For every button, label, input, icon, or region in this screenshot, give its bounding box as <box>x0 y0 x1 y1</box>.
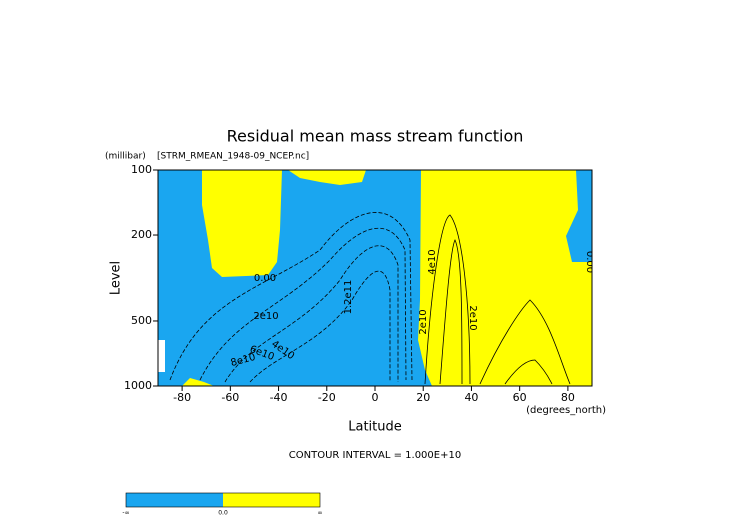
y-tick-label: 100 <box>131 163 152 176</box>
contour-label: 4e10 <box>427 249 438 274</box>
colorbar-label: 0.0 <box>218 510 228 517</box>
subtitle: [STRM_RMEAN_1948-09_NCEP.nc] <box>157 152 309 162</box>
y-units: (millibar) <box>105 152 146 162</box>
x-tick-label: 40 <box>464 391 478 404</box>
missing-data <box>158 340 165 372</box>
positive-contours <box>424 214 571 385</box>
x-tick-label: -40 <box>270 391 288 404</box>
contour-label: 0.00 <box>584 251 595 273</box>
x-units: (degrees_north) <box>526 405 606 416</box>
x-tick-label: -60 <box>221 391 239 404</box>
y-tick-label: 200 <box>131 228 152 241</box>
x-tick-label: 0 <box>372 391 379 404</box>
x-tick-label: 60 <box>513 391 527 404</box>
colorbar-negative <box>126 493 223 507</box>
x-tick-label: 80 <box>561 391 575 404</box>
footnote: CONTOUR INTERVAL = 1.000E+10 <box>289 450 461 461</box>
y-tick-label: 1000 <box>124 379 152 392</box>
x-axis-label: Latitude <box>348 420 402 435</box>
colorbar <box>125 492 321 508</box>
y-axis-label: Level <box>109 261 124 295</box>
contour-label: 0.00 <box>254 273 276 284</box>
colorbar-label: -∞ <box>122 510 129 517</box>
contour-label: 2e10 <box>418 309 429 334</box>
chart-title: Residual mean mass stream function <box>227 127 524 146</box>
contour-label: 1.2e11 <box>343 280 354 315</box>
colorbar-frame <box>125 492 321 508</box>
contour-label: 2e10 <box>253 311 278 322</box>
negative-contours <box>169 212 413 383</box>
contour-label: 2e10 <box>467 305 478 330</box>
y-tick-label: 500 <box>131 314 152 327</box>
contour-field: 0.002e104e106e108e101.2e114e102e102e100.… <box>158 170 595 386</box>
colorbar-positive <box>223 493 320 507</box>
x-tick-label: -20 <box>318 391 336 404</box>
x-tick-label: 20 <box>416 391 430 404</box>
x-tick-label: -80 <box>173 391 191 404</box>
colorbar-label: ∞ <box>318 510 323 517</box>
